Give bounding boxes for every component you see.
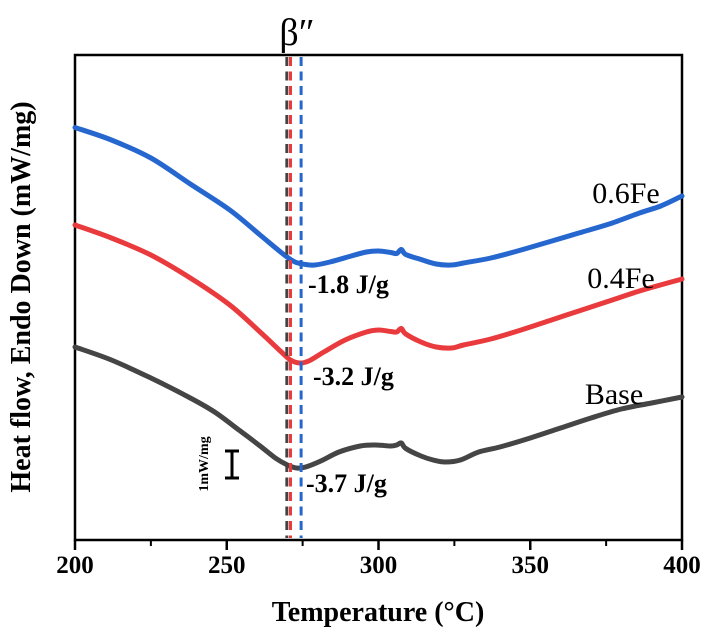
- series-label-Base: Base: [585, 378, 643, 411]
- enthalpy-annotation-0: -1.8 J/g: [308, 270, 389, 299]
- x-tick-label-400: 400: [663, 552, 701, 579]
- y-axis-title: Heat flow, Endo Down (mW/mg): [6, 101, 37, 492]
- enthalpy-annotation-2: -3.7 J/g: [306, 469, 387, 498]
- series-labels: 0.6Fe 0.4Fe Base: [585, 177, 660, 411]
- x-axis-tick-labels: 200 250 300 350 400: [56, 552, 701, 579]
- scale-bar: 1mW/mg: [197, 436, 239, 492]
- curve-Base: [72, 344, 685, 471]
- peak-marker-dashed-lines: [285, 57, 303, 538]
- x-tick-label-350: 350: [512, 552, 550, 579]
- x-tick-label-250: 250: [208, 552, 246, 579]
- series-label-0.4Fe: 0.4Fe: [587, 262, 655, 295]
- x-tick-label-200: 200: [56, 552, 94, 579]
- x-tick-label-300: 300: [360, 552, 398, 579]
- series-label-0.6Fe: 0.6Fe: [592, 177, 660, 210]
- enthalpy-annotation-1: -3.2 J/g: [313, 362, 394, 391]
- scale-bar-label: 1mW/mg: [197, 436, 212, 491]
- scale-bar-mark: [225, 449, 239, 480]
- curve-0.4Fe: [72, 222, 685, 366]
- enthalpy-annotations: -1.8 J/g -3.2 J/g -3.7 J/g: [306, 270, 394, 498]
- curve-0.6Fe: [72, 125, 685, 268]
- dsc-curves: [72, 125, 685, 471]
- x-axis-ticks: [73, 540, 684, 550]
- x-axis-title: Temperature (°C): [272, 597, 485, 628]
- phase-title: β″: [279, 12, 314, 54]
